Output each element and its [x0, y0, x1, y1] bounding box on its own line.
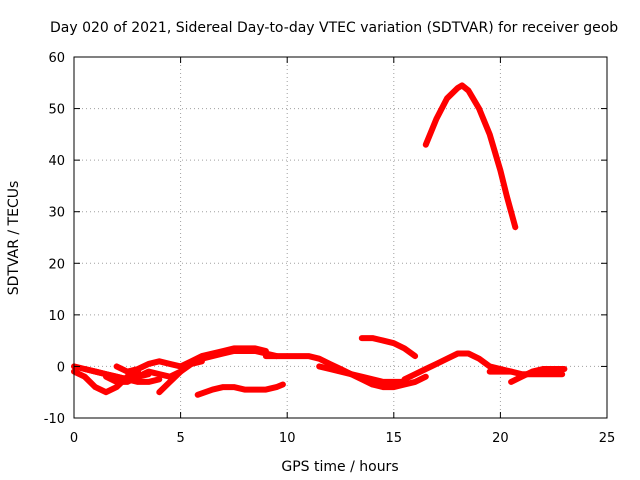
y-tick-label: 20	[48, 257, 65, 272]
y-tick-label: 10	[48, 309, 65, 324]
y-tick-label: -10	[44, 412, 65, 427]
x-tick-label: 15	[386, 431, 403, 446]
tick-marks	[73, 56, 608, 419]
x-tick-label: 20	[492, 431, 509, 446]
x-tick-label: 0	[70, 431, 78, 446]
series-line-arc-8	[194, 381, 286, 398]
series-line-arc-11	[358, 335, 419, 360]
y-tick-label: 60	[48, 51, 65, 66]
y-tick-label: 40	[48, 154, 65, 169]
series-line-arc-10	[316, 363, 408, 385]
x-tick-label: 25	[599, 431, 616, 446]
series-line-arc-15	[422, 82, 519, 231]
plot-frame	[73, 56, 608, 419]
x-tick-label: 5	[176, 431, 184, 446]
y-tick-label: 0	[57, 360, 65, 375]
x-tick-labels: 0 5 10 15 20 25	[70, 431, 615, 446]
x-tick-label: 10	[279, 431, 296, 446]
grid-lines	[74, 57, 607, 418]
series-line-arc-7	[177, 345, 269, 370]
y-axis-label: SDTVAR / TECUs	[6, 181, 22, 296]
data-series	[71, 82, 568, 398]
chart-title: Day 020 of 2021, Sidereal Day-to-day VTE…	[50, 20, 618, 36]
y-tick-label: 50	[48, 103, 65, 118]
series-line-arc-14	[508, 366, 568, 385]
series-line-arc-12	[401, 350, 515, 383]
x-axis-label: GPS time / hours	[281, 459, 398, 475]
y-tick-label: 30	[48, 206, 65, 221]
y-tick-labels: -10 0 10 20 30 40 50 60	[44, 51, 65, 427]
series-line-arc-5	[81, 366, 152, 383]
